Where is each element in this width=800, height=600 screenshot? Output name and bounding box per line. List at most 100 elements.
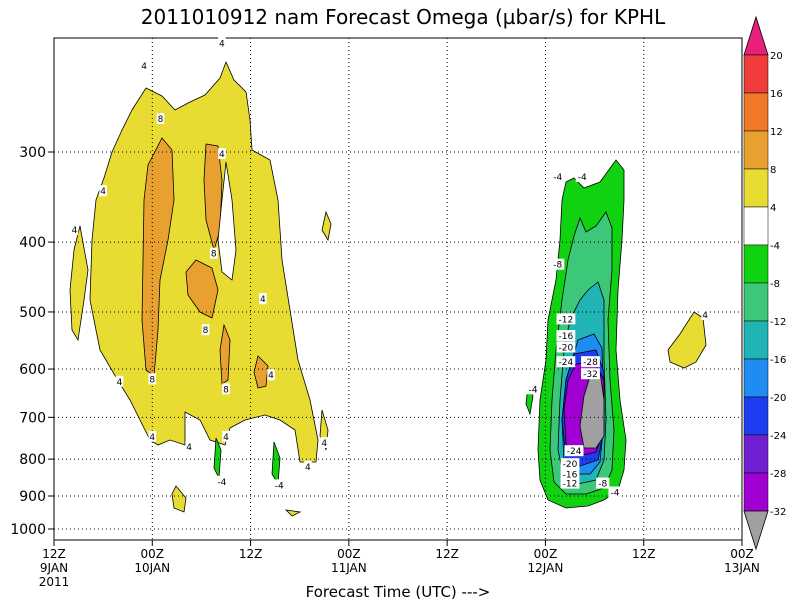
y-axis: 300 400 500 600 700 800 900 1000 [10, 145, 54, 538]
contour-label: 4 [100, 187, 106, 197]
contour-label-bg [70, 224, 79, 236]
contour-label-bg [560, 477, 580, 489]
colorbar-arrow-bottom [743, 510, 769, 551]
colorbar-label: -24 [770, 431, 786, 442]
contour-label-bg [156, 113, 165, 125]
contour-label: 8 [203, 326, 209, 336]
contour-label: -24 [567, 447, 582, 457]
colorbar-label: -4 [770, 241, 780, 252]
contour-label-bg [209, 247, 218, 259]
contour-label: -4 [553, 173, 562, 183]
x-tick-label: 12Z [435, 547, 459, 561]
colorbar-swatch [743, 130, 769, 170]
colorbar-arrow-top [743, 15, 769, 56]
colorbar-swatch [743, 396, 769, 436]
plot-frame [53, 37, 743, 541]
contour-label-bg [556, 341, 576, 353]
contour-label-bg [272, 479, 286, 491]
x-tick-label: 12Z [239, 547, 263, 561]
region-ascent-4-spike-a [69, 225, 89, 342]
region-ascent-8-c [185, 259, 219, 319]
contour-label-bg [304, 460, 312, 472]
colorbar-swatch [743, 320, 769, 360]
y-tick-label: 800 [19, 452, 46, 468]
contour-label: -32 [583, 370, 598, 380]
contour-label-bg [564, 445, 584, 457]
colorbar-swatch [743, 54, 769, 94]
contour-label-bg [581, 368, 600, 380]
contour-label-bg [148, 430, 157, 442]
x-tick-date: 9JAN [40, 561, 68, 575]
contour-label-bg [551, 258, 565, 270]
contour-label-bg [218, 37, 226, 49]
y-tick-label: 300 [19, 145, 46, 161]
contour-label-bg [148, 373, 157, 385]
contour-label-bg [259, 293, 267, 305]
region-descent-32 [579, 369, 605, 449]
contour-label: -8 [598, 480, 607, 490]
contour-label-bg [556, 313, 576, 325]
x-tick-date: 10JAN [134, 561, 170, 575]
contour-label-bg [140, 60, 148, 72]
region-ascent-4-small-c [171, 485, 187, 513]
contour-label: -28 [583, 358, 598, 368]
x-tick-year: 2011 [39, 575, 70, 589]
contour-label-bg [575, 171, 589, 183]
y-tick-label: 500 [19, 305, 46, 321]
omega-fields [69, 60, 707, 517]
contour-label: 8 [158, 115, 164, 125]
contour-label: 8 [211, 250, 217, 260]
contour-label: 4 [219, 150, 225, 160]
contour-label: -20 [559, 343, 574, 353]
contour-label: 8 [223, 385, 229, 395]
contour-label-bg [560, 468, 580, 480]
y-tick-label: 900 [19, 489, 46, 505]
x-axis-label: Forecast Time (UTC) ---> [306, 583, 491, 600]
y-tick-label: 1000 [10, 522, 46, 538]
region-ascent-4 [89, 60, 319, 463]
y-tick-label: 600 [19, 362, 46, 378]
contour-label: 4 [702, 311, 708, 321]
contour-label-bg [185, 441, 193, 453]
x-tick-date: 11JAN [331, 561, 367, 575]
contour-label-bg [99, 185, 107, 197]
x-tick-label: 00Z [730, 547, 754, 561]
colorbar-label: 8 [770, 165, 776, 176]
contour-label-bg [201, 324, 210, 336]
colorbar-swatch [743, 206, 769, 246]
colorbar-swatch [743, 92, 769, 132]
x-tick-label: 00Z [534, 547, 558, 561]
contour-label-bg [556, 356, 576, 368]
contour-label: 8 [149, 375, 155, 385]
colorbar-swatch [743, 472, 769, 512]
contour-label: 4 [117, 378, 123, 388]
contour-label: 4 [321, 439, 327, 449]
colorbar-label: 16 [770, 89, 783, 100]
contour-label: -4 [275, 481, 284, 491]
contour-label: -16 [563, 470, 578, 480]
contour-label-bg [222, 383, 230, 395]
x-tick-date: 13JAN [724, 561, 760, 575]
contour-label: -24 [559, 358, 574, 368]
colorbar-label: -28 [770, 469, 786, 480]
contour-label-bg [222, 430, 230, 442]
y-tick-label: 700 [19, 410, 46, 426]
contour-label: -8 [553, 261, 562, 271]
colorbar: 20 16 12 8 4 -4 -8 -12 -16 -20 -24 -28 -32 [743, 15, 786, 551]
contour-label: 4 [305, 463, 311, 473]
colorbar-label: 20 [770, 51, 783, 62]
x-tick-label: 00Z [337, 547, 361, 561]
colorbar-label: -8 [770, 279, 780, 290]
contour-label: -12 [563, 480, 578, 490]
contour-label: 4 [186, 443, 192, 453]
contour-label-bg [596, 477, 610, 489]
region-ascent-4-small-d [284, 509, 302, 517]
contour-label-bg [560, 458, 580, 470]
contour-label: -4 [529, 385, 538, 395]
contour-label-bg [218, 148, 226, 160]
contour-label: -4 [217, 478, 226, 488]
x-tick-label: 00Z [141, 547, 165, 561]
contour-label: 4 [219, 39, 225, 49]
contour-label-bg [526, 383, 540, 395]
